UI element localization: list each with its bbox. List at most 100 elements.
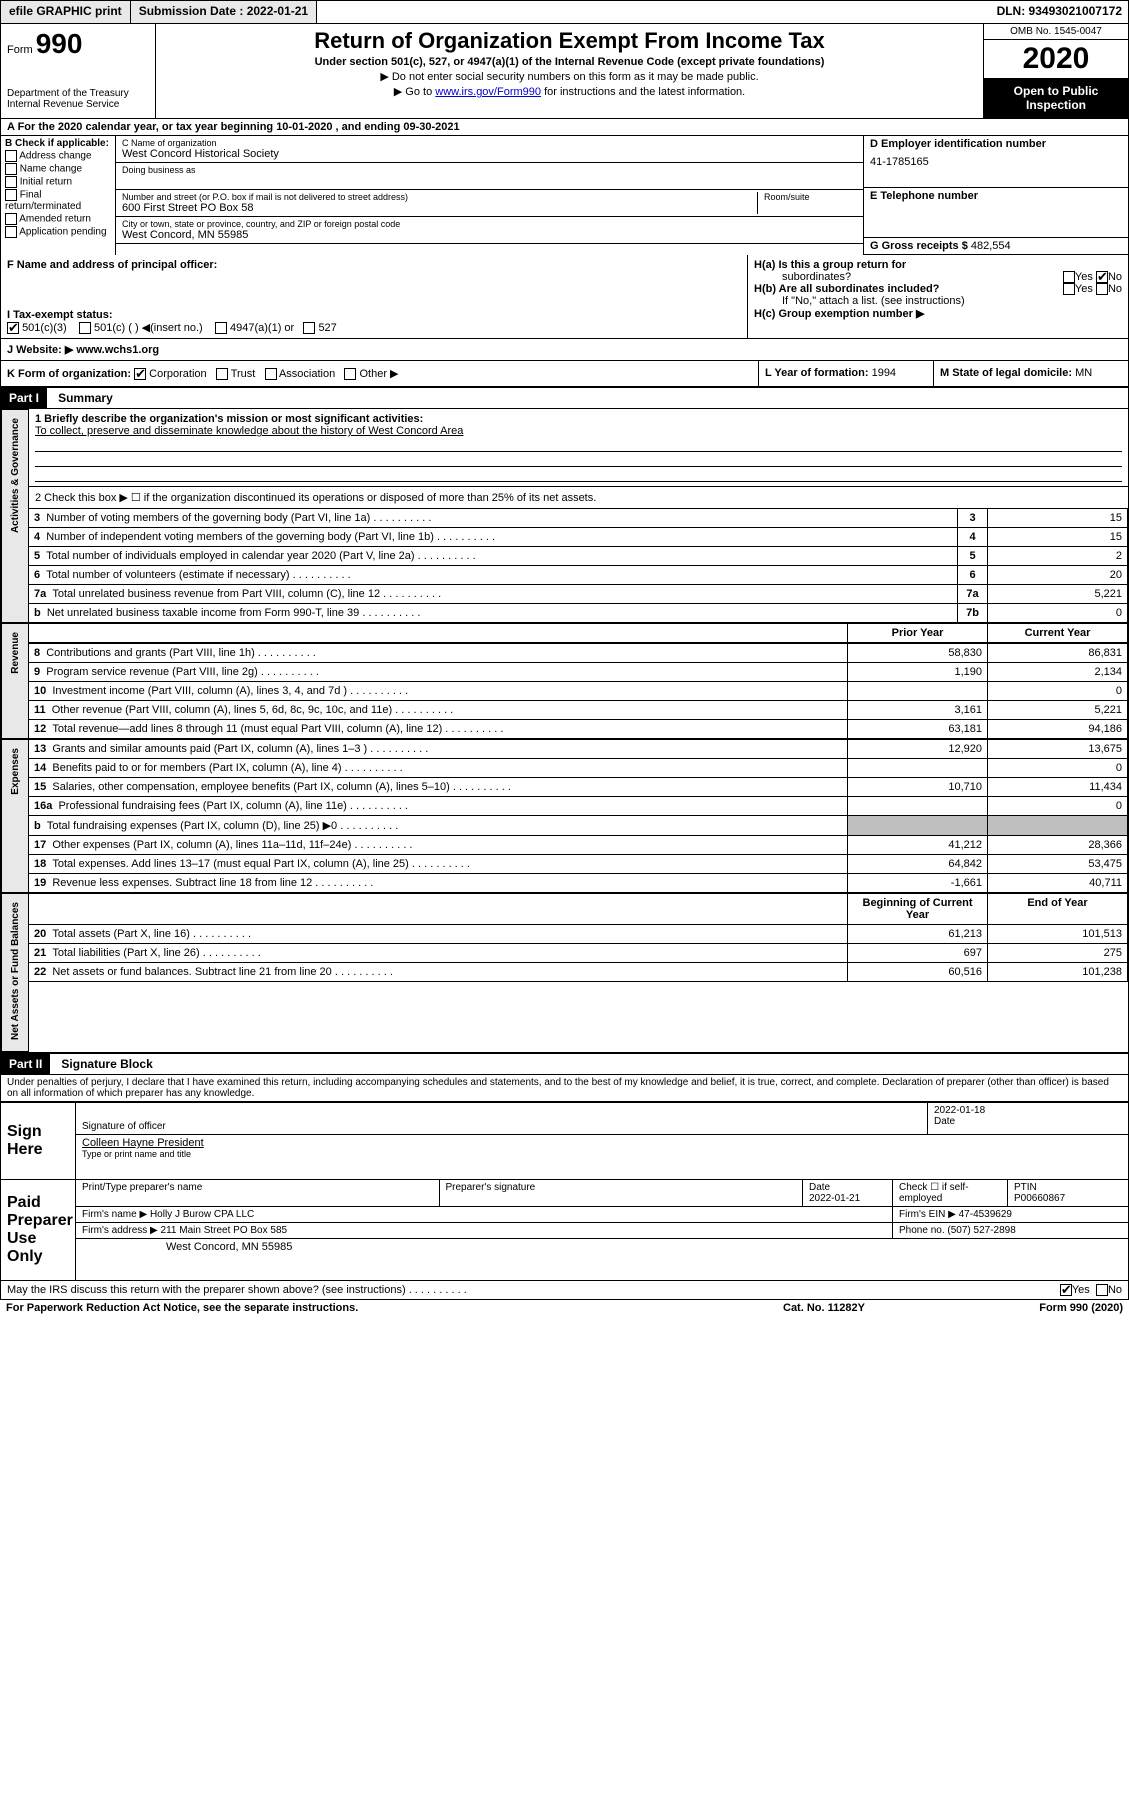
check-initial-return[interactable]	[5, 176, 17, 188]
prep-h1: Print/Type preparer's name	[82, 1182, 433, 1193]
opt-address-change: Address change	[19, 151, 91, 162]
label-hc: H(c) Group exemption number ▶	[754, 308, 924, 320]
check-trust[interactable]	[216, 368, 228, 380]
paid-preparer-label: Paid Preparer Use Only	[1, 1180, 76, 1280]
txt-no2: No	[1108, 283, 1122, 295]
check-address-change[interactable]	[5, 150, 17, 162]
prep-h2: Preparer's signature	[446, 1182, 797, 1193]
label-ein: D Employer identification number	[870, 138, 1122, 150]
check-discuss-no[interactable]	[1096, 1284, 1108, 1296]
part-1-header: Part I	[1, 388, 47, 408]
tab-expenses: Expenses	[8, 740, 23, 803]
label-street: Number and street (or P.O. box if mail i…	[122, 192, 757, 202]
dept-line1: Department of the Treasury	[7, 88, 149, 99]
perjury-statement: Under penalties of perjury, I declare th…	[0, 1075, 1129, 1102]
label-org-name: C Name of organization	[122, 138, 857, 148]
footer-mid: Cat. No. 11282Y	[783, 1302, 983, 1314]
form-word: Form	[7, 44, 33, 56]
tax-year: 2020	[984, 40, 1128, 78]
check-application-pending[interactable]	[5, 226, 17, 238]
submission-date-button[interactable]: Submission Date : 2022-01-21	[131, 1, 317, 23]
check-corporation[interactable]	[134, 368, 146, 380]
sig-name-label: Type or print name and title	[82, 1149, 1122, 1159]
firm-city: West Concord, MN 55985	[76, 1239, 1128, 1255]
txt-yes1: Yes	[1075, 271, 1093, 283]
label-ha2: subordinates?	[754, 271, 1063, 283]
check-final-return[interactable]	[5, 189, 17, 201]
part-2-header: Part II	[1, 1054, 50, 1074]
label-year-formation: L Year of formation:	[765, 367, 869, 379]
opt-other: Other ▶	[359, 368, 398, 380]
label-city: City or town, state or province, country…	[122, 219, 857, 229]
opt-association: Association	[279, 368, 335, 380]
check-4947[interactable]	[215, 322, 227, 334]
firm-addr: 211 Main Street PO Box 585	[161, 1225, 288, 1236]
txt-yes2: Yes	[1075, 283, 1093, 295]
opt-4947: 4947(a)(1) or	[230, 322, 294, 334]
form-title: Return of Organization Exempt From Incom…	[162, 28, 977, 54]
check-501c3[interactable]	[7, 322, 19, 334]
footer-right: Form 990 (2020)	[983, 1302, 1123, 1314]
tab-net-assets: Net Assets or Fund Balances	[8, 894, 23, 1048]
label-principal-officer: F Name and address of principal officer:	[7, 259, 741, 271]
open-public-2: Inspection	[988, 98, 1124, 112]
prep-h5: PTIN	[1014, 1182, 1122, 1193]
box-b-title: B Check if applicable:	[5, 138, 111, 149]
website-value: www.wchs1.org	[76, 344, 159, 356]
opt-527: 527	[318, 322, 336, 334]
opt-name-change: Name change	[20, 164, 82, 175]
txt-discuss-no: No	[1108, 1284, 1122, 1296]
check-ha-yes[interactable]	[1063, 271, 1075, 283]
form-subtitle: Under section 501(c), 527, or 4947(a)(1)…	[162, 56, 977, 68]
txt-discuss-yes: Yes	[1072, 1284, 1090, 1296]
instructions-link[interactable]: www.irs.gov/Form990	[435, 86, 541, 98]
label-form-org: K Form of organization:	[7, 368, 131, 380]
firm-name: Holly J Burow CPA LLC	[150, 1209, 254, 1220]
opt-501c3: 501(c)(3)	[22, 322, 67, 334]
label-website: J Website: ▶	[7, 344, 73, 356]
sig-officer-label: Signature of officer	[82, 1121, 921, 1132]
note-goto-pre: ▶ Go to	[394, 86, 435, 98]
state-domicile: MN	[1075, 367, 1092, 379]
firm-ein: 47-4539629	[959, 1209, 1012, 1220]
open-public-1: Open to Public	[988, 84, 1124, 98]
gross-receipts-value: 482,554	[971, 240, 1011, 252]
check-hb-yes[interactable]	[1063, 283, 1075, 295]
firm-name-label: Firm's name ▶	[82, 1209, 147, 1220]
opt-corporation: Corporation	[149, 368, 206, 380]
check-501c[interactable]	[79, 322, 91, 334]
prep-ptin: P00660867	[1014, 1193, 1122, 1204]
check-other[interactable]	[344, 368, 356, 380]
city-state-zip: West Concord, MN 55985	[122, 229, 857, 241]
label-dba: Doing business as	[122, 165, 857, 175]
part-2-title: Signature Block	[53, 1054, 160, 1074]
check-amended-return[interactable]	[5, 213, 17, 225]
prep-h3: Date	[809, 1182, 886, 1193]
line-1-label: 1 Briefly describe the organization's mi…	[35, 413, 1122, 425]
dln-label: DLN: 93493021007172	[991, 1, 1128, 23]
note-ssn: ▶ Do not enter social security numbers o…	[162, 70, 977, 83]
check-association[interactable]	[265, 368, 277, 380]
footer-left: For Paperwork Reduction Act Notice, see …	[6, 1302, 783, 1314]
txt-no1: No	[1108, 271, 1122, 283]
form-number: 990	[36, 28, 83, 59]
phone-label: Phone no.	[899, 1225, 945, 1236]
line-2-text: 2 Check this box ▶ ☐ if the organization…	[29, 487, 1128, 508]
check-527[interactable]	[303, 322, 315, 334]
firm-addr-label: Firm's address ▶	[82, 1225, 158, 1236]
check-ha-no[interactable]	[1096, 271, 1108, 283]
row-a-tax-year: A For the 2020 calendar year, or tax yea…	[0, 119, 1129, 136]
label-hb: H(b) Are all subordinates included?	[754, 283, 1063, 295]
label-ha: H(a) Is this a group return for	[754, 259, 906, 271]
sig-date-label: Date	[934, 1116, 1122, 1127]
phone-value: (507) 527-2898	[947, 1225, 1015, 1236]
label-room: Room/suite	[764, 192, 857, 202]
line-1-mission: To collect, preserve and disseminate kno…	[35, 425, 1122, 437]
check-hb-no[interactable]	[1096, 283, 1108, 295]
check-discuss-yes[interactable]	[1060, 1284, 1072, 1296]
tab-revenue: Revenue	[8, 624, 23, 682]
tab-governance: Activities & Governance	[8, 410, 23, 541]
efile-button[interactable]: efile GRAPHIC print	[1, 1, 131, 23]
check-name-change[interactable]	[5, 163, 17, 175]
omb-number: OMB No. 1545-0047	[984, 24, 1128, 40]
